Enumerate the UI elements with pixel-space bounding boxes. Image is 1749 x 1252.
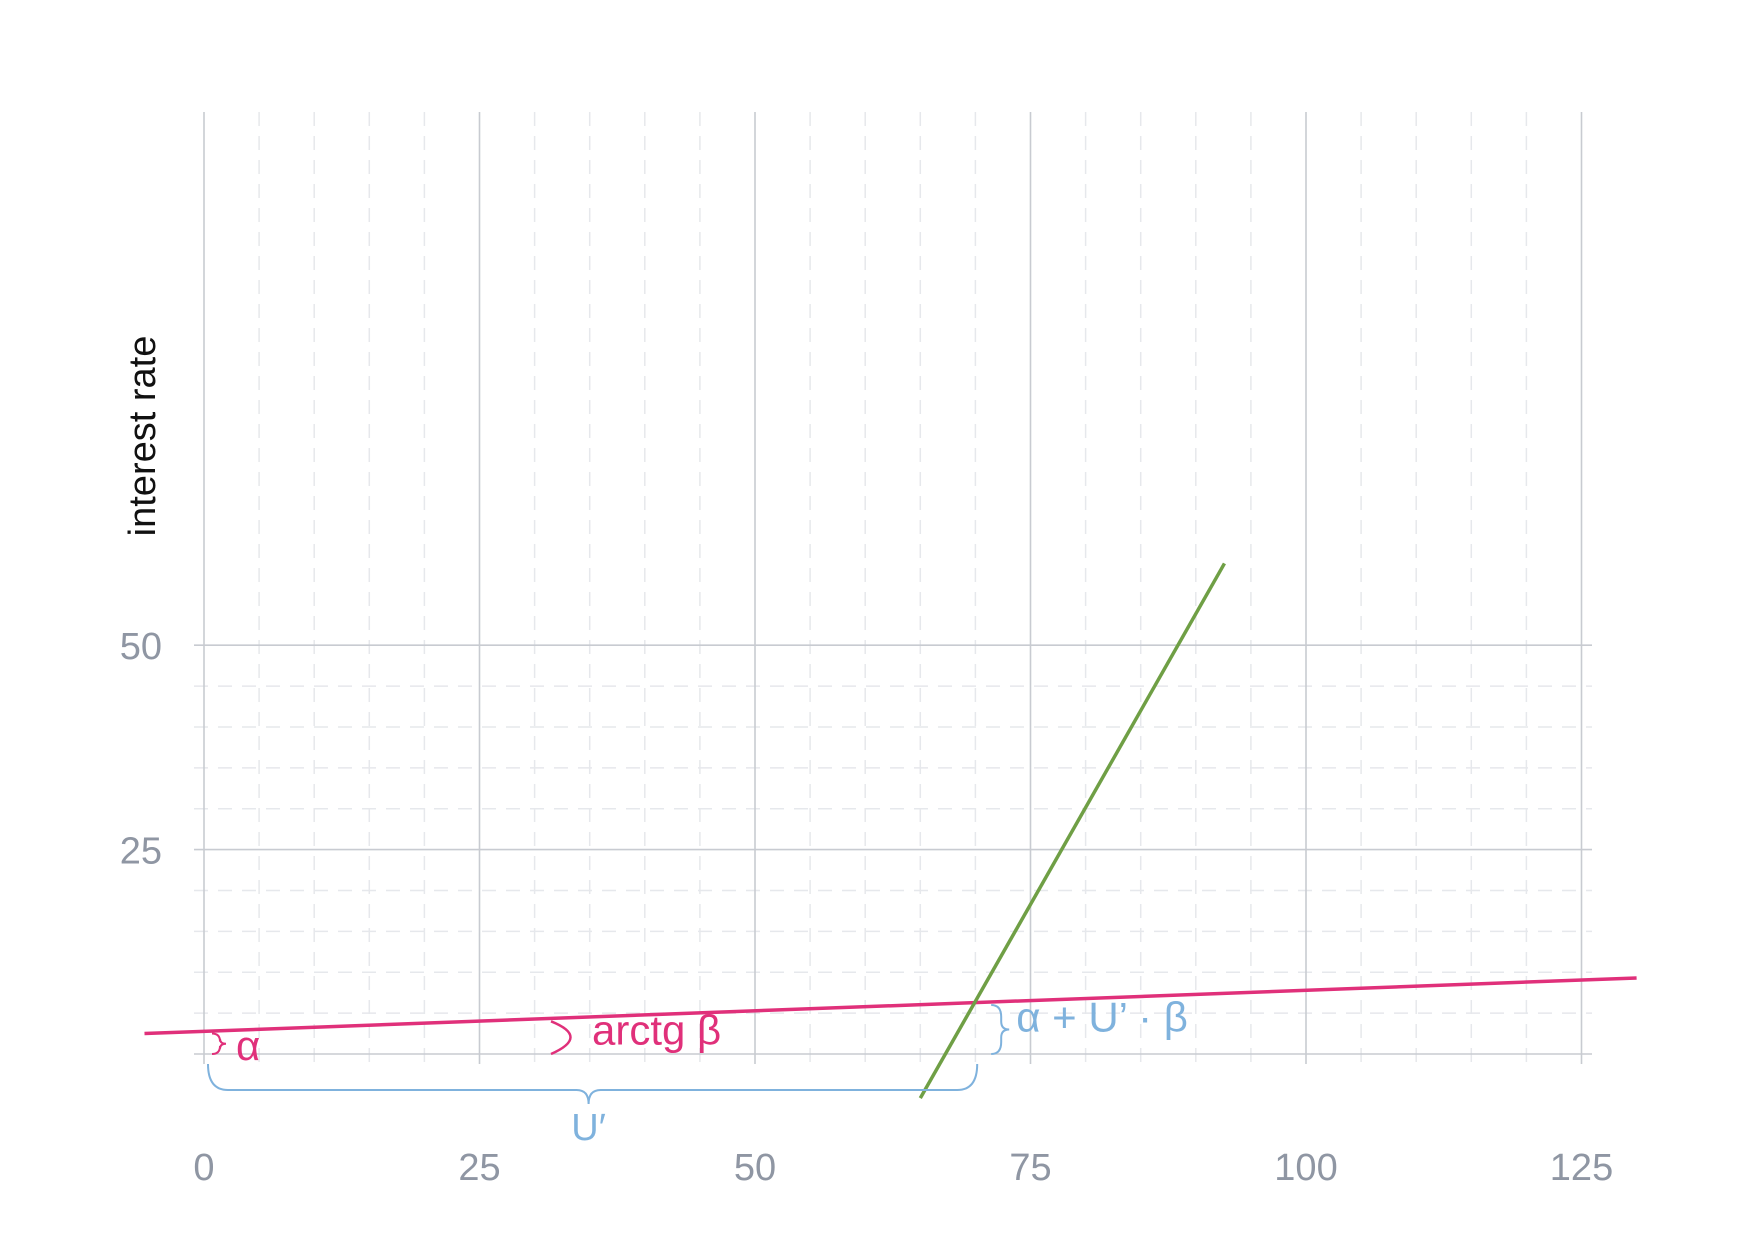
arctg-beta-arc: [550, 1020, 572, 1056]
alpha-label: α: [236, 1022, 260, 1069]
minor-grid: [194, 112, 1592, 1064]
arctg-beta-label: arctg β: [592, 1006, 721, 1053]
intercept-sum-label: α + U’ · β: [1016, 993, 1188, 1040]
u-prime-label: U′: [571, 1107, 606, 1149]
x-tick-label: 75: [1009, 1147, 1051, 1189]
y-tick-label: 25: [120, 831, 162, 873]
series-layer: [144, 562, 1637, 1100]
y-tick-label: 50: [120, 626, 162, 668]
y-axis-ticks: 25 50: [120, 626, 162, 872]
major-grid: [194, 112, 1592, 1064]
x-tick-label: 100: [1274, 1147, 1337, 1189]
intercept-sum-brace: [991, 1003, 1010, 1055]
annotation-layer: α arctg β α + U’ · β U′: [207, 993, 1188, 1149]
u-prime-brace: [207, 1063, 979, 1105]
pink-line: [144, 976, 1637, 1036]
x-tick-label: 0: [193, 1147, 214, 1189]
x-tick-label: 125: [1550, 1147, 1613, 1189]
alpha-brace: [211, 1032, 227, 1055]
y-axis-label: interest rate: [122, 336, 164, 537]
x-tick-label: 25: [458, 1147, 500, 1189]
x-tick-label: 50: [734, 1147, 776, 1189]
green-line: [918, 562, 1226, 1100]
x-axis-ticks: 0 25 50 75 100 125: [193, 1147, 1613, 1189]
